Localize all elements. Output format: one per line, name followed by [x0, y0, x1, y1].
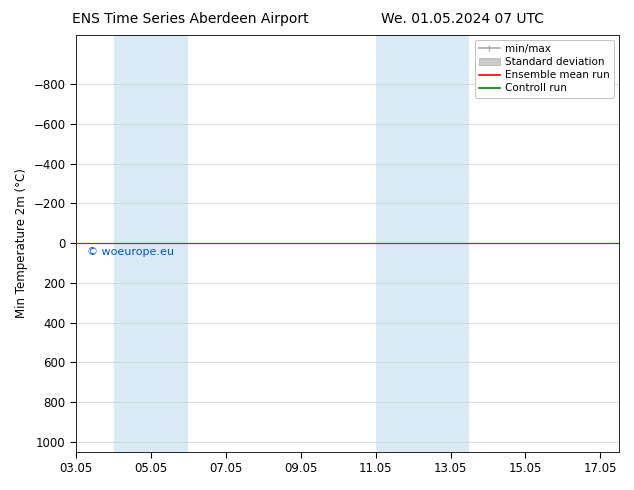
Text: © woeurope.eu: © woeurope.eu	[87, 247, 174, 257]
Text: ENS Time Series Aberdeen Airport: ENS Time Series Aberdeen Airport	[72, 12, 309, 26]
Text: We. 01.05.2024 07 UTC: We. 01.05.2024 07 UTC	[381, 12, 545, 26]
Bar	[113, 35, 188, 452]
Bar	[375, 35, 469, 452]
Legend: min/max, Standard deviation, Ensemble mean run, Controll run: min/max, Standard deviation, Ensemble me…	[475, 40, 614, 98]
Y-axis label: Min Temperature 2m (°C): Min Temperature 2m (°C)	[15, 168, 28, 318]
